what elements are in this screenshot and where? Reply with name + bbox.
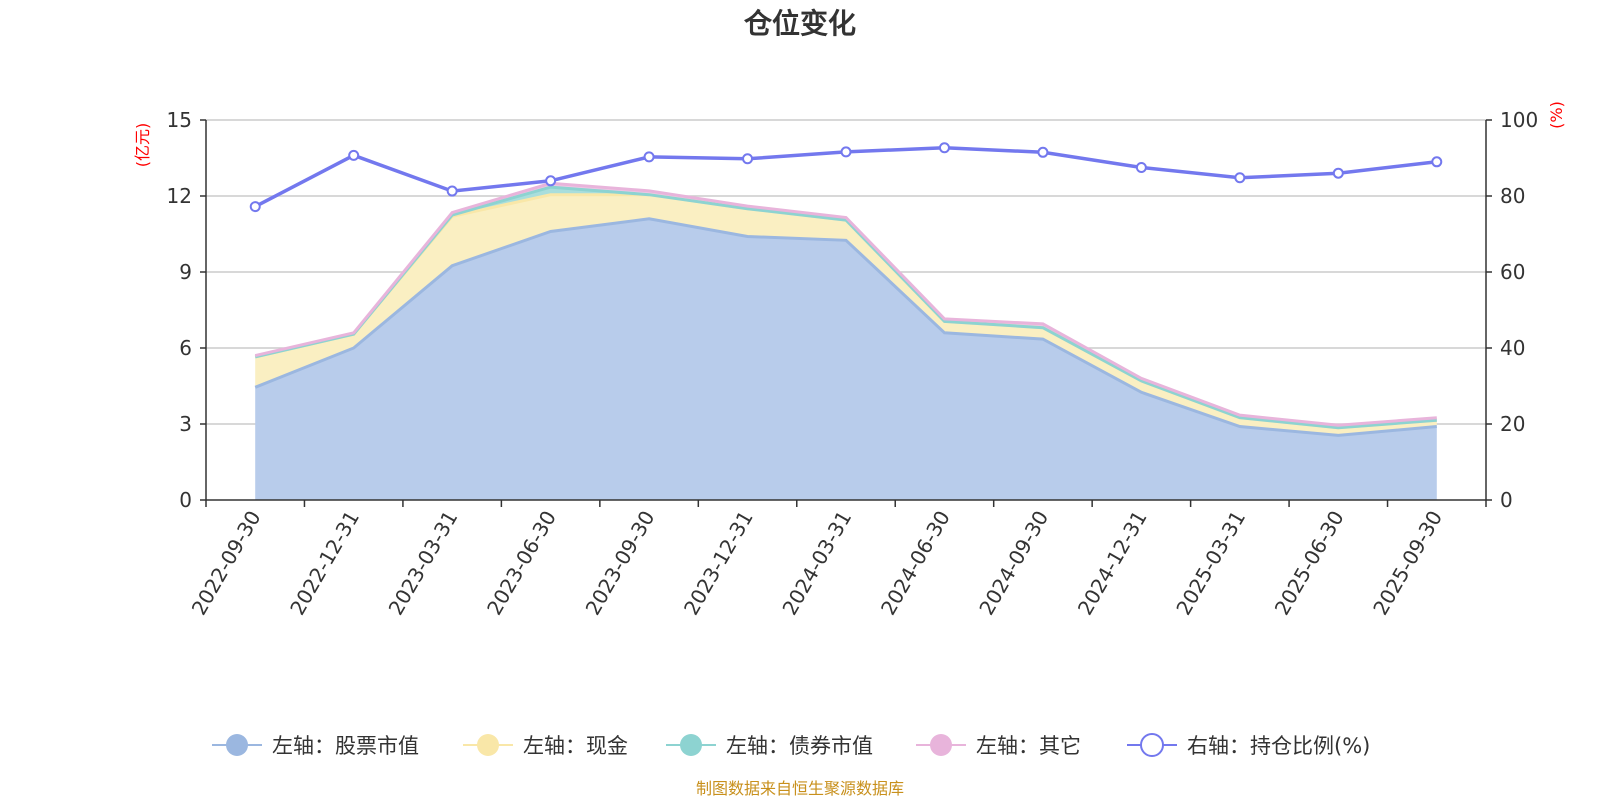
- ratio-point: [1135, 162, 1147, 173]
- legend-item[interactable]: 左轴：现金: [463, 734, 628, 758]
- ratio-point: [1431, 156, 1443, 168]
- legend-circle-icon: [1140, 733, 1164, 757]
- right-tick-label: 80: [1500, 184, 1525, 208]
- right-tick-label: 20: [1500, 412, 1525, 436]
- x-tick-label: 2024-06-30: [876, 507, 955, 620]
- legend-label: 左轴：现金: [523, 734, 628, 758]
- x-tick-label: 2025-09-30: [1368, 507, 1447, 620]
- ratio-point: [1037, 146, 1049, 158]
- left-tick-label: 6: [179, 336, 192, 360]
- ratio-point: [742, 153, 754, 165]
- right-tick-label: 60: [1500, 260, 1525, 284]
- legend-label: 左轴：股票市值: [272, 734, 419, 758]
- x-tick-label: 2023-09-30: [581, 507, 660, 620]
- ratio-point: [938, 142, 950, 154]
- area-左轴：股票市值: [255, 218, 1437, 501]
- left-tick-label: 12: [167, 184, 192, 208]
- ratio-point: [643, 151, 655, 163]
- right-tick-label: 100: [1500, 108, 1538, 132]
- x-tick-label: 2024-12-31: [1073, 507, 1152, 620]
- area-edge-左轴：债券市值: [254, 185, 1437, 430]
- legend-label: 左轴：债券市值: [726, 734, 873, 758]
- x-tick-label: 2023-06-30: [482, 507, 561, 620]
- legend-circle-icon: [680, 734, 702, 756]
- right-tick-label: 40: [1500, 336, 1525, 360]
- legend-label: 右轴：持仓比例(%): [1187, 734, 1370, 758]
- x-tick-label: 2022-09-30: [187, 507, 266, 620]
- area-edge-左轴：股票市值: [254, 217, 1437, 437]
- right-axis-unit: (%): [1547, 101, 1566, 129]
- ratio-point: [545, 175, 557, 187]
- ratio-point: [1332, 167, 1344, 179]
- x-tick-label: 2024-09-30: [974, 507, 1053, 620]
- x-tick-label: 2025-06-30: [1270, 507, 1349, 620]
- legend-item[interactable]: 左轴：股票市值: [212, 734, 419, 758]
- legend[interactable]: 左轴：股票市值 左轴：现金 左轴：债券市值 左轴：其它 右轴：持仓比例(%): [212, 733, 1370, 758]
- data-source-note: 制图数据来自恒生聚源数据库: [696, 779, 904, 798]
- right-tick-label: 0: [1500, 488, 1513, 512]
- ratio-point: [840, 146, 852, 158]
- ratio-point: [249, 201, 261, 213]
- legend-circle-icon: [226, 734, 248, 756]
- legend-circle-icon: [930, 734, 952, 756]
- left-axis-unit: (亿元): [133, 123, 152, 168]
- holding-ratio-line: [249, 142, 1443, 213]
- legend-item[interactable]: 左轴：其它: [916, 734, 1081, 758]
- x-tick-label: 2022-12-31: [285, 507, 364, 620]
- x-tick-label: 2024-03-31: [777, 507, 856, 620]
- left-tick-label: 3: [179, 412, 192, 436]
- left-tick-label: 9: [179, 260, 192, 284]
- ratio-point: [446, 185, 458, 197]
- x-tick-label: 2023-12-31: [679, 507, 758, 620]
- legend-circle-icon: [477, 734, 499, 756]
- ratio-point: [348, 149, 360, 161]
- legend-item[interactable]: 左轴：债券市值: [666, 734, 873, 758]
- chart-title: 仓位变化: [744, 7, 856, 40]
- legend-item[interactable]: 右轴：持仓比例(%): [1127, 733, 1370, 758]
- x-tick-label: 2025-03-31: [1171, 507, 1250, 620]
- left-tick-label: 15: [167, 108, 192, 132]
- stacked-areas: [254, 181, 1437, 501]
- ratio-point: [1234, 172, 1246, 184]
- x-tick-label: 2023-03-31: [384, 506, 463, 619]
- legend-label: 左轴：其它: [976, 734, 1081, 758]
- area-edge-左轴：其它: [254, 181, 1437, 427]
- left-tick-label: 0: [179, 488, 192, 512]
